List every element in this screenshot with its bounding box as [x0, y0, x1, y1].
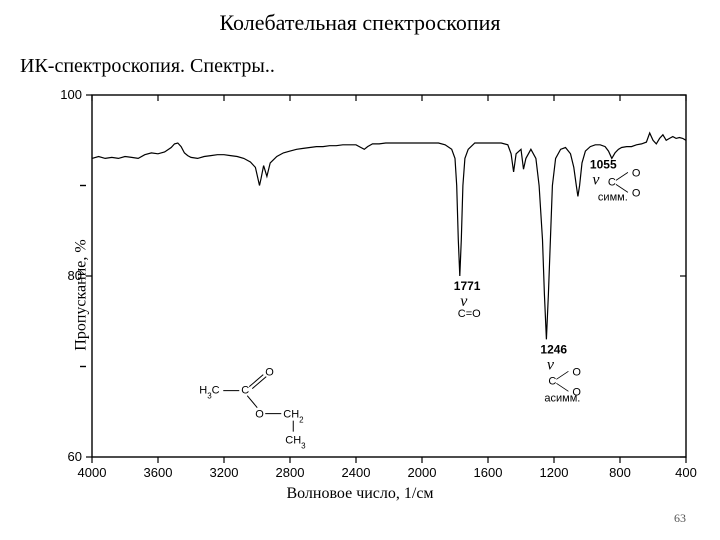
svg-text:3200: 3200: [210, 465, 239, 480]
svg-text:2800: 2800: [276, 465, 305, 480]
svg-text:1246: 1246: [540, 342, 567, 356]
page-title: Колебательная спектроскопия: [0, 10, 720, 36]
svg-text:800: 800: [609, 465, 631, 480]
y-axis-label: Пропускание, %: [73, 239, 91, 350]
page-number: 63: [674, 511, 686, 526]
svg-text:асимм.: асимм.: [544, 392, 580, 404]
svg-text:4000: 4000: [78, 465, 107, 480]
svg-text:ν: ν: [547, 356, 555, 373]
svg-text:400: 400: [675, 465, 697, 480]
svg-text:1055: 1055: [590, 157, 617, 171]
svg-text:O: O: [255, 409, 264, 421]
svg-text:60: 60: [68, 449, 82, 464]
chart-svg: 4000 3600 3200 2800 2400 2000 1600 1200 800 400 60…: [20, 85, 700, 505]
svg-text:C: C: [241, 385, 249, 397]
page-subtitle: ИК-спектроскопия. Спектры..: [20, 55, 275, 78]
ir-spectrum-chart: Пропускание, % Волновое число, 1/см 4000…: [20, 85, 700, 505]
svg-text:симм.: симм.: [598, 191, 628, 203]
svg-text:ν: ν: [592, 171, 600, 188]
svg-text:CH3: CH3: [285, 435, 306, 451]
svg-text:C: C: [548, 375, 556, 387]
svg-text:2000: 2000: [408, 465, 437, 480]
svg-text:O: O: [265, 367, 274, 379]
svg-text:100: 100: [60, 87, 82, 102]
svg-text:O: O: [632, 187, 641, 199]
svg-text:H3C: H3C: [199, 385, 219, 401]
svg-text:3600: 3600: [144, 465, 173, 480]
svg-text:2400: 2400: [342, 465, 371, 480]
svg-text:1600: 1600: [474, 465, 503, 480]
svg-text:O: O: [572, 366, 581, 378]
x-axis-label: Волновое число, 1/см: [20, 485, 700, 503]
svg-text:1771: 1771: [454, 279, 481, 293]
svg-text:C=O: C=O: [458, 308, 481, 320]
svg-text:1200: 1200: [540, 465, 569, 480]
svg-text:O: O: [632, 167, 641, 179]
svg-text:C: C: [608, 176, 616, 188]
